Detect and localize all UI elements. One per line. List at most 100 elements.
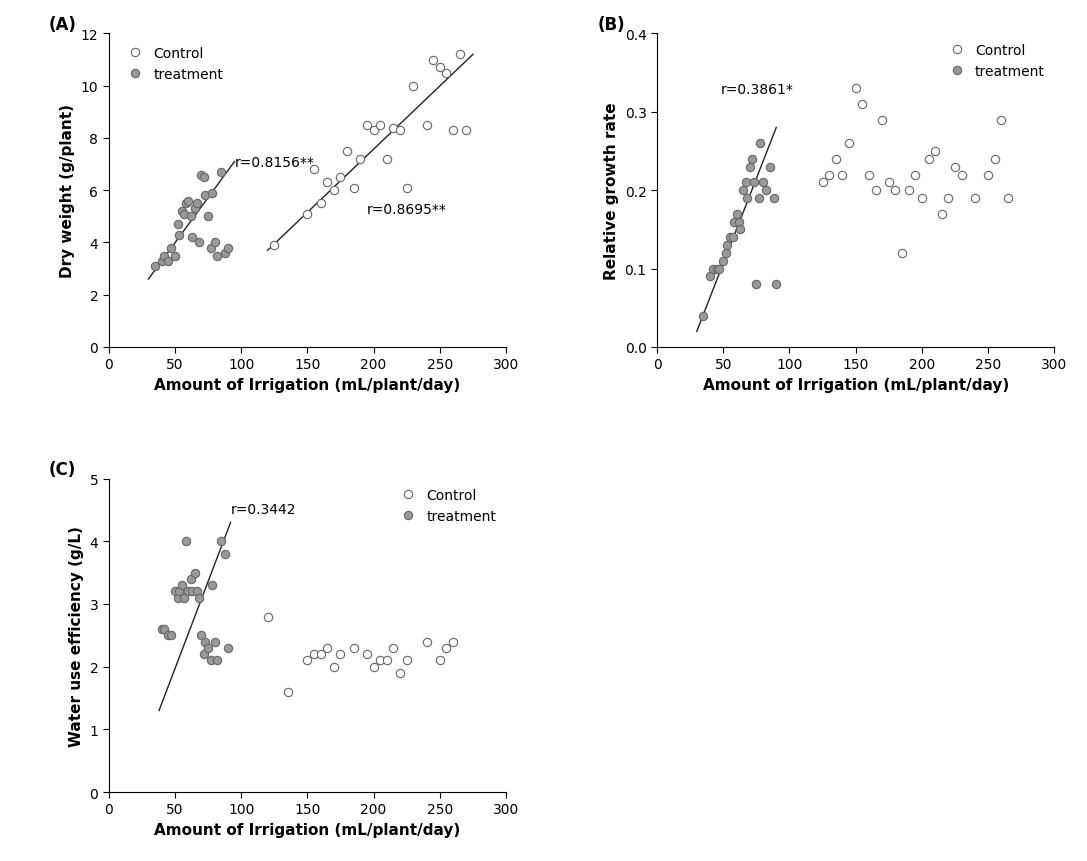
Point	[209, 653, 226, 667]
Point	[913, 192, 930, 206]
Text: (A): (A)	[49, 15, 77, 34]
Point	[438, 66, 455, 80]
Point	[186, 566, 203, 579]
Point	[840, 137, 858, 151]
Point	[173, 205, 190, 219]
Point	[162, 241, 179, 255]
Point	[738, 192, 755, 206]
Point	[728, 208, 746, 221]
X-axis label: Amount of Irrigation (mL/plant/day): Amount of Irrigation (mL/plant/day)	[702, 377, 1009, 393]
Point	[751, 137, 769, 151]
Point	[168, 592, 186, 605]
Point	[398, 182, 415, 195]
Point	[717, 247, 735, 261]
Legend: Control, treatment: Control, treatment	[115, 41, 228, 87]
Legend: Control, treatment: Control, treatment	[389, 483, 502, 530]
Point	[173, 579, 190, 592]
Point	[695, 309, 712, 323]
Point	[880, 177, 898, 190]
Point	[359, 119, 376, 133]
Point	[940, 192, 958, 206]
Point	[312, 647, 329, 661]
Point	[184, 231, 201, 245]
Point	[199, 641, 216, 655]
Y-axis label: Dry weight (g/plant): Dry weight (g/plant)	[60, 104, 75, 278]
Point	[372, 653, 389, 667]
Point	[391, 666, 409, 680]
Legend: Control, treatment: Control, treatment	[937, 39, 1050, 84]
Text: (C): (C)	[49, 461, 76, 478]
Point	[926, 145, 944, 158]
Point	[171, 228, 188, 242]
Point	[827, 152, 845, 166]
Point	[741, 161, 759, 175]
Point	[192, 629, 210, 642]
Point	[162, 629, 179, 642]
Point	[299, 653, 316, 667]
Point	[708, 263, 725, 276]
Point	[704, 263, 722, 276]
Point	[186, 202, 203, 216]
Point	[744, 152, 761, 166]
Point	[719, 238, 736, 252]
Point	[197, 635, 214, 648]
Point	[732, 223, 749, 237]
Point	[724, 231, 741, 245]
Point	[735, 184, 752, 198]
Point	[432, 653, 449, 667]
Point	[385, 641, 402, 655]
Point	[202, 241, 220, 255]
Point	[312, 197, 329, 211]
Point	[216, 548, 234, 561]
Text: r=0.8695**: r=0.8695**	[367, 203, 447, 217]
Point	[432, 61, 449, 75]
Point	[153, 623, 171, 636]
Point	[209, 250, 226, 263]
Point	[737, 177, 754, 190]
Point	[259, 610, 276, 623]
Y-axis label: Relative growth rate: Relative growth rate	[604, 102, 620, 280]
Point	[155, 250, 173, 263]
Point	[385, 121, 402, 135]
Point	[907, 169, 924, 183]
Point	[153, 255, 171, 269]
Point	[179, 585, 197, 598]
Point	[992, 114, 1010, 127]
Point	[160, 629, 177, 642]
Point	[213, 535, 230, 548]
Point	[365, 660, 383, 674]
Point	[999, 192, 1016, 206]
Point	[417, 119, 435, 133]
Point	[179, 195, 197, 208]
Point	[189, 197, 207, 211]
Point	[352, 152, 370, 166]
Text: r=0.3861*: r=0.3861*	[721, 83, 794, 97]
Point	[814, 177, 832, 190]
X-axis label: Amount of Irrigation (mL/plant/day): Amount of Irrigation (mL/plant/day)	[154, 822, 461, 837]
Y-axis label: Water use efficiency (g/L): Water use efficiency (g/L)	[68, 525, 84, 746]
Point	[378, 152, 396, 166]
Point	[338, 145, 355, 158]
Point	[458, 124, 475, 138]
Text: (B): (B)	[598, 15, 625, 34]
Point	[748, 278, 765, 292]
Point	[175, 592, 192, 605]
Point	[147, 260, 164, 274]
Point	[894, 247, 911, 261]
Point	[767, 278, 785, 292]
Point	[325, 660, 342, 674]
Point	[920, 152, 937, 166]
Point	[166, 250, 184, 263]
Point	[190, 592, 208, 605]
Point	[325, 184, 342, 198]
Text: r=0.3442: r=0.3442	[230, 503, 296, 517]
Point	[192, 169, 210, 183]
Point	[202, 653, 220, 667]
Point	[265, 238, 283, 252]
Point	[189, 585, 207, 598]
Point	[183, 573, 200, 586]
Point	[184, 585, 201, 598]
Point	[372, 119, 389, 133]
Point	[986, 152, 1003, 166]
Point	[860, 169, 877, 183]
